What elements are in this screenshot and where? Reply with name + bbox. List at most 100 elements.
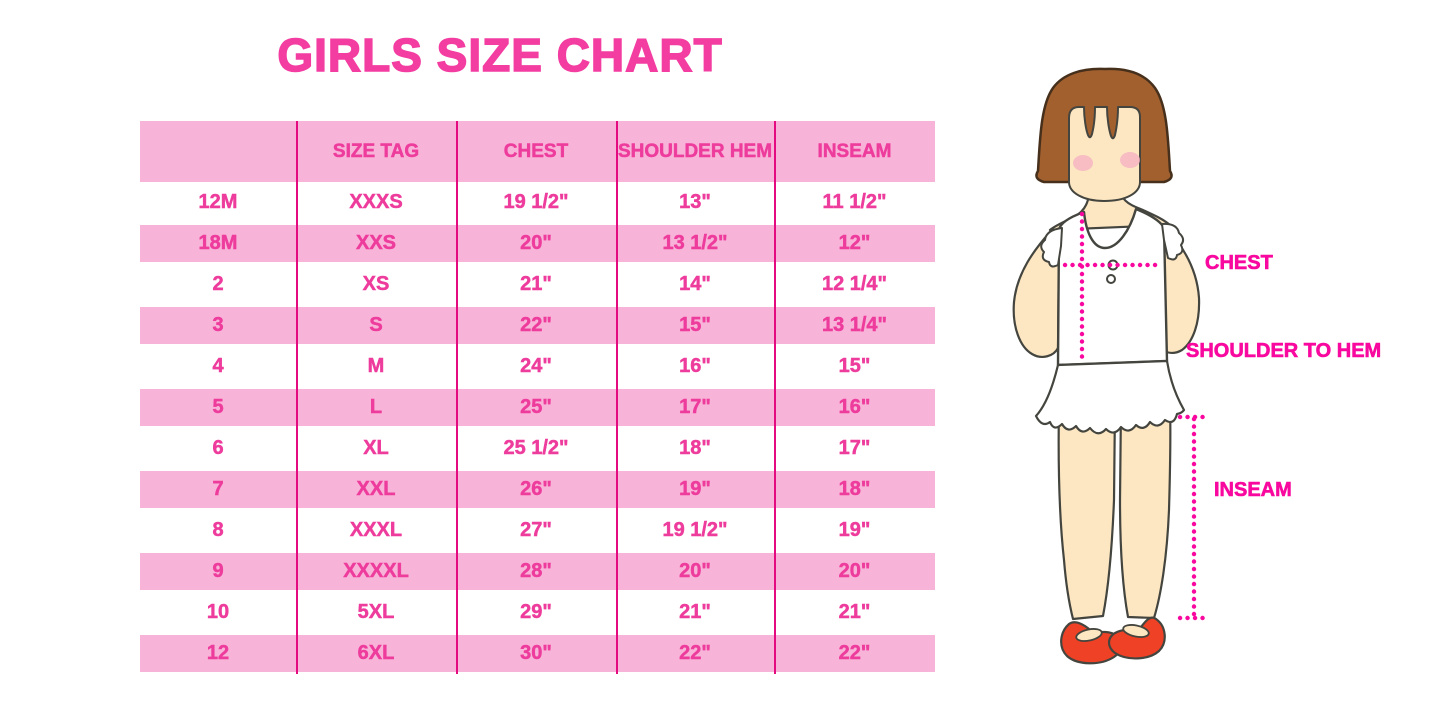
table-cell: 13 1/4" [821,314,888,337]
header-cell: CHEST [503,141,569,163]
table-cell: XXXXL [343,560,409,583]
table-cell: 12 1/4" [821,273,888,296]
table-cell: 10 [206,601,230,624]
table-cell: 19" [838,519,871,542]
table-cell: 16" [679,355,711,378]
table-cell: 24" [520,355,552,378]
table-cell: 14" [679,273,711,296]
table-cell: 6XL [357,642,395,665]
table-cell: 4 [212,355,224,378]
table-cell: 13 1/2" [662,232,728,255]
table-grid-line [296,121,298,674]
table-cell: 16" [838,396,871,419]
table-cell: 2 [212,273,224,296]
table-cell: 21" [520,273,552,296]
table-row: 9 XXXXL 28" 20" 20" [140,551,935,592]
table-cell: 25 1/2" [503,437,569,460]
table-cell: 18M [198,232,238,255]
table-cell: 19 1/2" [503,191,569,214]
table-grid-line [456,121,458,674]
table-cell: XXS [355,232,397,255]
table-cell: 22" [679,642,711,665]
table-cell: 20" [679,560,711,583]
table-cell: 25" [520,396,552,419]
girl-shoe-right-opening [1122,624,1150,638]
table-cell: 19 1/2" [662,519,728,542]
header-cell: SHOULDER HEM [617,141,773,163]
table-row: 18M XXS 20" 13 1/2" 12" [140,223,935,264]
table-cell: 21" [838,601,871,624]
girl-top-button-2 [1106,274,1116,284]
table-cell: XXXL [349,519,403,542]
table-row: 10 5XL 29" 21" 21" [140,592,935,633]
table-cell: 20" [838,560,871,583]
girl-blush-right [1120,152,1140,168]
girl-ruffle-left [1040,227,1063,268]
table-cell: 21" [679,601,711,624]
table-cell: 28" [520,560,552,583]
girl-shoe-right [1107,616,1166,660]
table-cell: 5XL [357,601,395,624]
table-cell: 3 [212,314,224,337]
header-cell [140,121,296,182]
table-cell: 12" [838,232,871,255]
table-cell: 29" [520,601,552,624]
table-row: 2 XS 21" 14" 12 1/4" [140,264,935,305]
table-cell: 6 [212,437,224,460]
table-cell: 19" [679,478,711,501]
table-grid-line [774,121,776,674]
table-cell: 11 1/2" [822,191,887,214]
girl-top-bodice [1056,207,1169,367]
size-table-body: 12M XXXS 19 1/2" 13" 11 1/2" 18M XXS 20" 13 1/2"… [140,182,935,674]
page-title: GIRLS SIZE CHART [277,28,723,82]
girl-face [1068,106,1141,202]
size-table: SIZE TAG CHEST SHOULDER HEM INSEAM 12M XXXS 1… [140,121,935,674]
table-cell: 22" [838,642,871,665]
table-cell: 22" [520,314,552,337]
table-row: 12M XXXS 19 1/2" 13" 11 1/2" [140,182,935,223]
table-cell: XL [363,437,389,460]
girl-leg-right [1118,403,1172,620]
girl-blush-left [1073,155,1093,171]
table-row: 8 XXXL 27" 19 1/2" 19" [140,510,935,551]
table-row: 5 L 25" 17" 16" [140,387,935,428]
table-row: 4 M 24" 16" 15" [140,346,935,387]
table-cell: 12 [206,642,230,665]
table-cell: 18" [838,478,871,501]
table-grid-line [616,121,618,674]
table-cell: 15" [838,355,871,378]
table-cell: M [367,355,385,378]
header-cell: INSEAM [817,141,892,163]
chest-label: CHEST [1205,252,1273,275]
table-cell: 5 [212,396,224,419]
table-cell: XS [362,273,390,296]
girl-leg-left [1057,403,1117,621]
table-cell: 7 [212,478,224,501]
girl-skirt [1034,359,1186,435]
girl-shoe-left-opening [1075,628,1103,642]
girl-ruffle-right [1161,222,1185,261]
table-cell: 30" [520,642,552,665]
table-cell: 17" [838,437,871,460]
table-cell: 15" [679,314,711,337]
table-row: 12 6XL 30" 22" 22" [140,633,935,674]
table-cell: 20" [520,232,552,255]
table-cell: 8 [212,519,224,542]
table-cell: 26" [520,478,552,501]
inseam-label: INSEAM [1214,479,1292,502]
shoulder-to-hem-label: SHOULDER TO HEM [1186,340,1382,363]
table-header-row: SIZE TAG CHEST SHOULDER HEM INSEAM [140,121,935,182]
table-cell: XXXS [349,191,403,214]
table-cell: XXL [356,478,396,501]
table-cell: 9 [212,560,224,583]
table-row: 3 S 22" 15" 13 1/4" [140,305,935,346]
table-cell: 27" [520,519,552,542]
girl-arm-left [1012,230,1061,358]
table-cell: 12M [198,191,238,214]
table-row: 7 XXL 26" 19" 18" [140,469,935,510]
table-cell: 18" [679,437,711,460]
table-cell: 17" [679,396,711,419]
girl-measurement-illustration [1012,67,1207,665]
table-cell: L [369,396,383,419]
